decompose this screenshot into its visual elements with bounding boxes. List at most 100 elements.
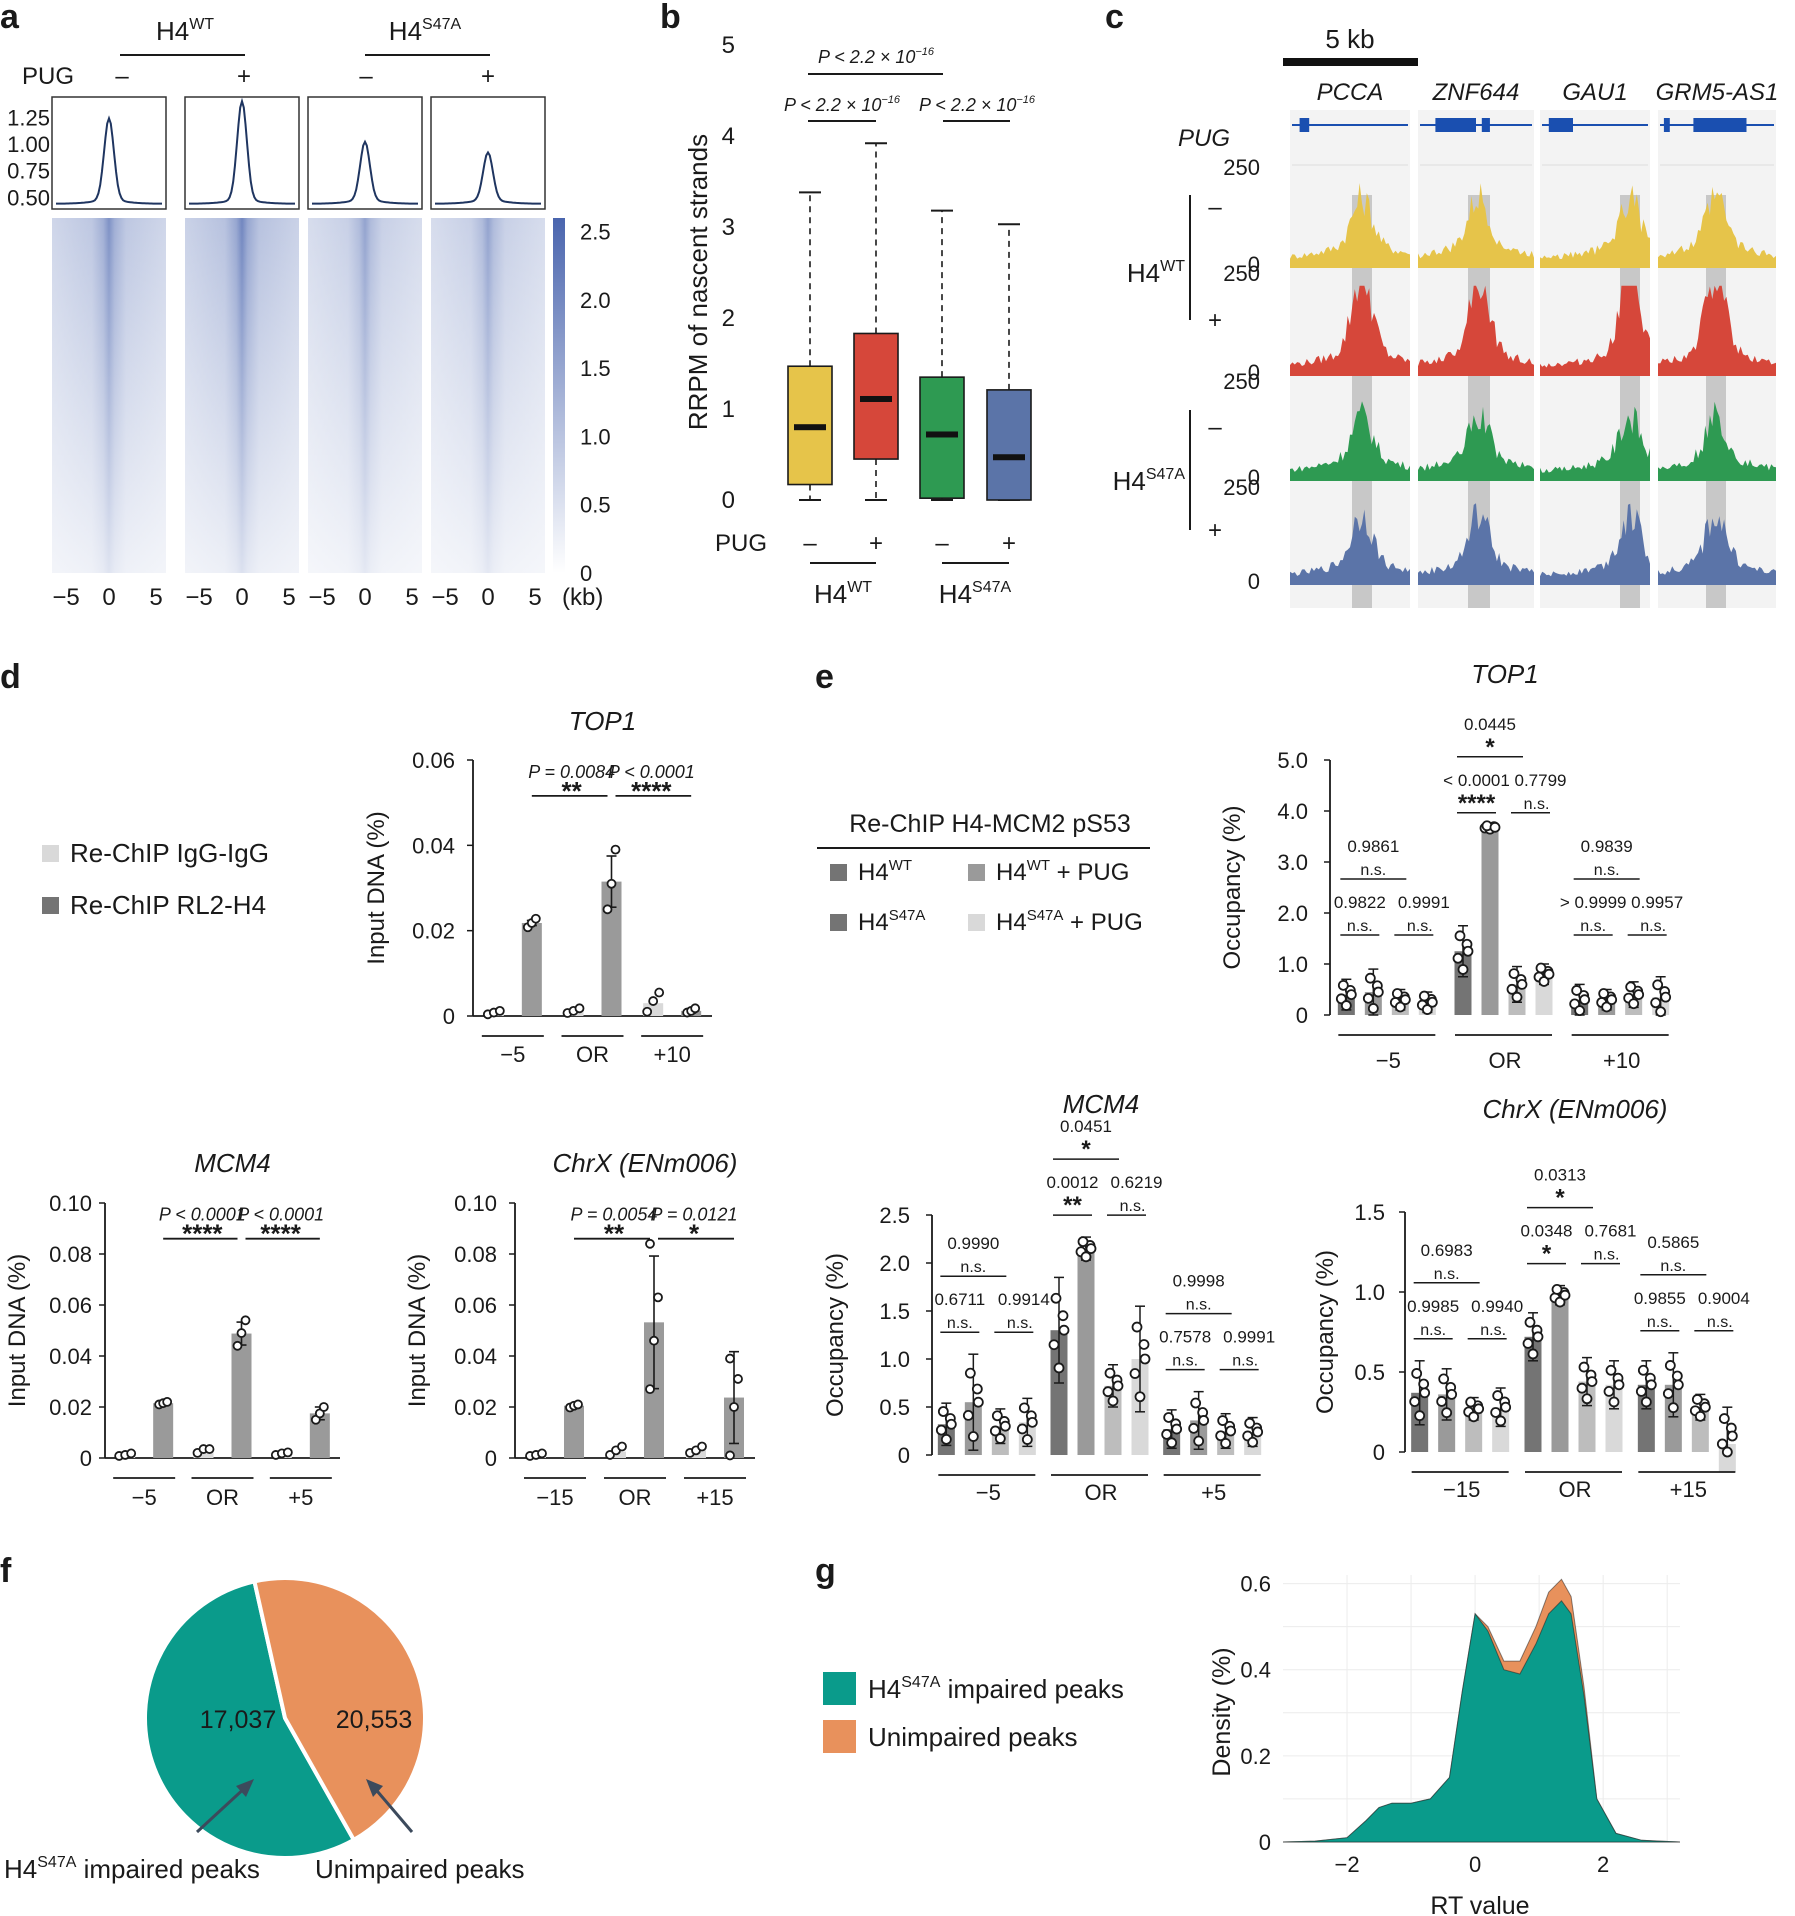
x-tick-label: 0 [481,584,494,611]
data-point [1699,1401,1711,1413]
y-axis-label: Input DNA (%) [363,811,390,964]
pvalue-label: 0.7799 [1515,771,1567,790]
data-point-rl2 [725,1450,735,1461]
data-point [1080,1251,1092,1263]
x-tick-label: −5 [52,584,79,611]
pvalue-label: < 0.0001 [1443,771,1510,790]
data-point-igg [494,1005,505,1016]
data-point [1694,1410,1706,1422]
coverage-track [1418,183,1534,268]
data-point [1372,986,1384,998]
y-tick-label: 0.04 [454,1344,497,1369]
data-point [1171,1423,1183,1435]
significance-label: n.s. [1647,1314,1673,1331]
data-point [1571,985,1583,996]
data-point [1452,952,1464,964]
data-point-rl2 [236,1328,247,1338]
data-point [1671,1370,1683,1382]
track-ymin-label: 0 [1248,360,1260,385]
legend-swatch [968,914,985,931]
significance-label: **** [1458,790,1496,817]
significance-label: n.s. [1007,1315,1033,1332]
bar-rl2 [601,881,622,1016]
data-point-rl2 [690,1003,701,1014]
pie-label-impaired: H4S47A impaired peaks [4,1854,260,1884]
group-label-h4wt: H4WT [814,579,872,609]
sig-stars: **** [631,776,672,806]
profile-line [435,150,541,205]
data-point [1215,1430,1227,1442]
data-point [1721,1446,1733,1458]
x-unit-label: (kb) [562,584,603,611]
coverage-track [1540,503,1650,585]
pvalue-label: P = 0.0084 [528,762,615,782]
subplot-e-1: 2.5 2.0 1.5 1.0 0.5 0 Occupancy (%) MCM4 −5 OR +5 n… [822,1089,1275,1505]
data-point [1500,1401,1512,1413]
data-point [1640,1396,1652,1408]
pvalue-label: 0.7681 [1585,1222,1637,1241]
coverage-track [1418,503,1534,585]
y-tick-label: 0.06 [454,1293,497,1318]
y-axis-label: Occupancy (%) [822,1253,849,1417]
sig-stars: ** [562,776,583,806]
data-point [1107,1395,1119,1407]
data-point [940,1433,952,1445]
y-tick-label: 0.10 [454,1191,497,1216]
significance-label: n.s. [1640,918,1666,935]
colorbar-tick-label: 2.0 [580,288,611,313]
row-sign: + [1208,517,1222,544]
significance-label: n.s. [1360,862,1386,879]
colorbar-tick-label: 0.5 [580,493,611,518]
legend-label: H4S47A [858,907,925,936]
condition-label: – [803,530,817,557]
gene-exon [1435,118,1476,132]
bar-rl2 [231,1333,252,1458]
profile-frame [184,96,300,210]
condition-label: – [359,63,373,90]
data-point [1535,962,1547,974]
x-tick-label: 5 [149,584,162,611]
data-point [1691,1394,1703,1405]
row-group-label-wt: H4WT [1127,258,1185,288]
data-point [937,1406,949,1417]
data-point [967,1431,979,1442]
pvalue-label: P < 2.2 × 10−16 [919,94,1036,115]
data-point [945,1418,957,1430]
box-body [919,376,965,499]
data-point [1652,979,1664,991]
data-point [1726,1430,1738,1442]
bar [1050,1330,1068,1455]
pvalue-label: 0.0445 [1464,715,1516,734]
data-point [991,1410,1003,1422]
coverage-track [1290,509,1410,585]
category-label: OR [1489,1048,1522,1073]
y-tick-label: 2 [722,305,735,332]
data-point [1559,1289,1571,1301]
profile-line [312,139,418,205]
pointer-arrow [195,1783,250,1834]
data-point [1131,1321,1143,1333]
box-2 [919,209,965,501]
data-point [1628,998,1640,1010]
data-point [935,1424,947,1436]
coverage-track [1290,285,1410,376]
data-point [1337,979,1349,991]
data-point-igg [697,1441,707,1452]
panel-g: H4S47A impaired peaks Unimpaired peaks 0.6… [823,1572,1681,1916]
data-point [1492,1390,1504,1401]
pvalue-label: 0.6219 [1111,1173,1163,1192]
category-label: +5 [288,1485,313,1510]
profile-line [56,115,162,205]
data-point [1166,1437,1178,1449]
pvalue-label: 0.9990 [947,1234,999,1253]
data-point [1457,964,1469,975]
bar [1664,1384,1682,1452]
y-tick-label: 0.10 [49,1191,92,1216]
data-point [1220,1437,1232,1449]
y-tick-label: 0.4 [1240,1658,1271,1683]
subplot-title: MCM4 [194,1148,271,1178]
legend-label-unimpaired: Unimpaired peaks [868,1722,1078,1752]
x-tick-label: 5 [282,584,295,611]
